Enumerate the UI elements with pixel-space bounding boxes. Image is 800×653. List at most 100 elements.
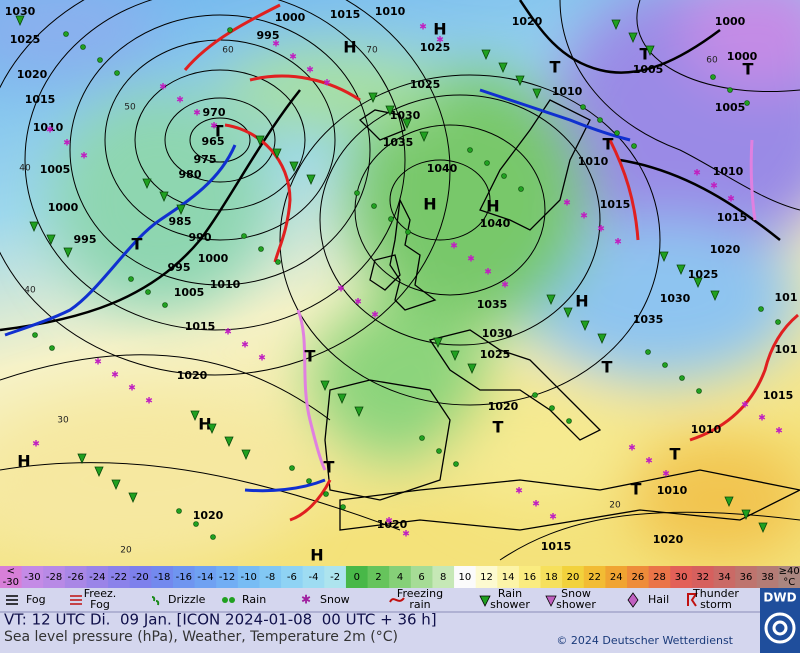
snow-symbol: ✱ xyxy=(63,139,71,149)
rain-symbol xyxy=(436,448,442,454)
isobar xyxy=(189,117,251,163)
shower-symbol xyxy=(241,449,251,460)
logo-swirl xyxy=(772,620,788,636)
isobar-label: 1015 xyxy=(25,93,56,106)
legend-label: Freez. xyxy=(84,587,117,600)
rain-symbol xyxy=(80,44,86,50)
scale-cell xyxy=(367,566,390,588)
shower-symbol xyxy=(402,118,412,129)
isobar xyxy=(69,14,371,286)
shower-symbol xyxy=(645,45,655,56)
rain-symbol xyxy=(128,276,134,282)
isobar xyxy=(0,354,331,421)
scale-label: -6 xyxy=(287,572,297,583)
coastline xyxy=(389,197,437,311)
freezing-rain-icon xyxy=(389,597,405,603)
scale-label: -2 xyxy=(330,572,340,583)
isobar-label: 1015 xyxy=(185,320,216,333)
isobar-label: 970 xyxy=(203,106,226,119)
isobar xyxy=(354,124,546,296)
shower-symbol xyxy=(190,410,200,421)
scale-cell xyxy=(475,566,498,588)
isobar-label: 1035 xyxy=(383,136,414,149)
isobar-label: 1025 xyxy=(480,348,511,361)
scale-cell xyxy=(648,566,671,588)
isobar-label: 995 xyxy=(257,29,280,42)
scale-cell xyxy=(389,566,412,588)
legend-item: Freez.Fog xyxy=(70,587,116,611)
rain-symbol xyxy=(49,345,55,351)
snow-shower-icon xyxy=(545,595,557,607)
isobar-label: 1030 xyxy=(482,327,513,340)
scale-cell xyxy=(43,566,66,588)
rain-symbol xyxy=(340,504,346,510)
snow-symbol: ✱ xyxy=(46,126,54,136)
rain-symbol xyxy=(645,349,651,355)
mild-air xyxy=(220,50,440,130)
rain-symbol xyxy=(306,478,312,484)
pressure-center: T xyxy=(602,358,613,377)
shower-symbol xyxy=(29,221,39,232)
isobar xyxy=(0,462,401,531)
scale-label: 38 xyxy=(761,572,774,583)
warm-front xyxy=(608,139,640,241)
pressure-center: T xyxy=(305,347,316,366)
copyright: © 2024 Deutscher Wetterdienst xyxy=(556,634,733,647)
isobar-label: 1005 xyxy=(715,101,746,114)
rain-symbol xyxy=(518,186,524,192)
legend-item: ✱ Snow xyxy=(301,593,350,607)
scale-label: 0 xyxy=(354,572,360,583)
scale-label: 22 xyxy=(588,572,601,583)
coastline xyxy=(369,254,401,291)
shower-symbol xyxy=(306,174,316,185)
rain-symbol xyxy=(210,534,216,540)
legend-background xyxy=(0,588,800,653)
snow-symbol: ✱ xyxy=(419,23,427,33)
shower-symbol xyxy=(659,251,669,262)
rain-symbol xyxy=(63,31,69,37)
shower-symbol xyxy=(111,479,121,490)
isobar-label: 990 xyxy=(189,231,212,244)
scale-label: 30 xyxy=(675,572,688,583)
scale-cell xyxy=(172,566,196,588)
cold-front xyxy=(479,88,631,142)
isobar-label: 1015 xyxy=(330,8,361,21)
warm-air xyxy=(0,400,300,560)
scale-cell xyxy=(259,566,282,588)
snow-symbol: ✱ xyxy=(693,169,701,179)
isobar xyxy=(559,0,800,211)
isotherm-label: 30 xyxy=(57,416,69,426)
rain-symbol xyxy=(32,332,38,338)
isobar xyxy=(518,0,721,74)
isobar-label: 1035 xyxy=(477,298,508,311)
isobar-label: 1015 xyxy=(600,198,631,211)
shower-symbol xyxy=(94,466,104,477)
shower-symbol xyxy=(46,234,56,245)
coastline xyxy=(324,379,451,501)
pressure-center: H xyxy=(17,452,30,471)
isobar-label: 1000 xyxy=(275,11,306,24)
scale-label: 16 xyxy=(523,572,536,583)
isobar-label: 980 xyxy=(179,168,202,181)
isobar-label: 995 xyxy=(74,233,97,246)
cold-front xyxy=(244,478,326,493)
isobar-label: 1000 xyxy=(727,50,758,63)
cold-front xyxy=(4,144,237,337)
scale-label: 28 xyxy=(653,572,666,583)
isobar xyxy=(499,511,800,561)
scale-cell xyxy=(151,566,174,588)
pressure-center: T xyxy=(132,235,143,254)
scale-cell xyxy=(735,566,758,588)
pressure-center: H xyxy=(486,197,499,216)
isobar-label: 995 xyxy=(168,261,191,274)
legend-label: Fog xyxy=(26,593,46,606)
isobar xyxy=(636,0,800,92)
scale-label: 10 xyxy=(458,572,471,583)
pressure-center: T xyxy=(640,45,651,64)
pressure-center: H xyxy=(433,20,446,39)
snow-symbol: ✱ xyxy=(145,397,153,407)
description: Sea level pressure (hPa), Weather, Tempe… xyxy=(4,629,398,645)
snow-symbol: ✱ xyxy=(176,96,184,106)
